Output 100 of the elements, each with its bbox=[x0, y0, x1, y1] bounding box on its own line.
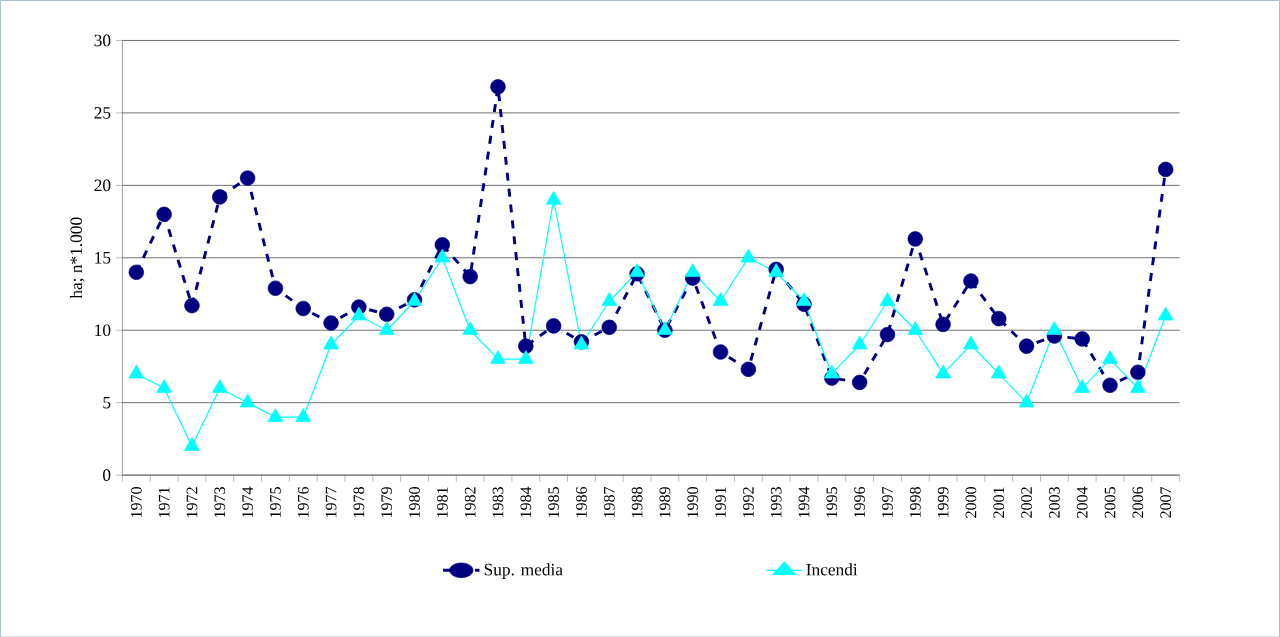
point bbox=[434, 236, 451, 253]
x-tick-label: 1999 bbox=[937, 486, 949, 517]
point bbox=[879, 292, 896, 306]
x-tick-label: 1981 bbox=[436, 487, 448, 517]
point bbox=[1018, 393, 1035, 408]
x-tick-label: 1993 bbox=[770, 486, 782, 517]
x-tick-label: 2001 bbox=[993, 487, 1005, 518]
point bbox=[823, 364, 840, 379]
point bbox=[267, 407, 284, 422]
x-tick-label: 1979 bbox=[381, 486, 393, 517]
point bbox=[907, 320, 924, 335]
point bbox=[128, 264, 144, 280]
x-tick-label: 1988 bbox=[631, 486, 643, 517]
point bbox=[378, 320, 395, 335]
point bbox=[490, 78, 506, 95]
point bbox=[740, 361, 757, 377]
x-tick-label: 1970 bbox=[130, 486, 142, 517]
point bbox=[267, 280, 284, 296]
point bbox=[295, 407, 312, 422]
x-tick-label: 1977 bbox=[325, 486, 337, 517]
x-tick-label: 1971 bbox=[158, 487, 170, 517]
legend-label: Sup. media bbox=[484, 563, 563, 579]
point bbox=[545, 317, 562, 334]
x-tick-label: 1973 bbox=[214, 486, 226, 517]
point bbox=[1130, 378, 1146, 393]
point bbox=[323, 315, 339, 331]
x-tick-label: 1976 bbox=[297, 486, 309, 517]
point bbox=[963, 335, 979, 350]
point bbox=[351, 306, 367, 321]
x-tick-label: 1994 bbox=[798, 486, 810, 517]
point bbox=[1158, 161, 1174, 177]
point bbox=[545, 190, 562, 205]
point bbox=[434, 248, 451, 263]
point bbox=[156, 378, 172, 393]
x-tick-label: 1997 bbox=[882, 486, 893, 517]
point bbox=[935, 364, 951, 379]
x-tick-label: 1984 bbox=[520, 486, 532, 517]
point bbox=[1157, 306, 1174, 321]
x-tick-label: 1987 bbox=[603, 486, 615, 517]
y-tick-label: 10 bbox=[95, 324, 111, 336]
point bbox=[462, 268, 478, 285]
point bbox=[239, 170, 256, 186]
point bbox=[490, 349, 506, 364]
x-tick-label: 2005 bbox=[1104, 486, 1116, 518]
x-tick-label: 2007 bbox=[1160, 486, 1172, 518]
x-tick-label: 1991 bbox=[715, 487, 726, 517]
y-tick-label: 15 bbox=[95, 251, 111, 264]
point bbox=[239, 393, 256, 408]
point bbox=[379, 306, 395, 322]
point bbox=[991, 310, 1007, 327]
point bbox=[740, 248, 757, 263]
point bbox=[1102, 377, 1118, 393]
x-tick-label: 2004 bbox=[1076, 486, 1088, 518]
point bbox=[1130, 364, 1146, 380]
x-tick-label: 1986 bbox=[576, 486, 587, 517]
x-tick-label: 2003 bbox=[1048, 486, 1060, 518]
point bbox=[1018, 338, 1035, 354]
point bbox=[712, 292, 729, 306]
point bbox=[629, 263, 645, 277]
point bbox=[601, 292, 618, 306]
point bbox=[851, 374, 868, 390]
point bbox=[295, 300, 311, 316]
point bbox=[990, 364, 1007, 379]
point bbox=[517, 349, 534, 364]
y-tick-label: 5 bbox=[103, 396, 111, 409]
x-tick-label: 2002 bbox=[1021, 487, 1032, 518]
point bbox=[518, 338, 534, 354]
point bbox=[601, 319, 617, 335]
point bbox=[963, 273, 979, 289]
x-tick-label: 1996 bbox=[854, 486, 866, 517]
x-tick-label: 1989 bbox=[659, 486, 671, 517]
x-tick-label: 2006 bbox=[1132, 486, 1144, 518]
y-tick-label: 25 bbox=[94, 106, 111, 119]
point bbox=[1102, 349, 1118, 364]
point bbox=[1074, 331, 1090, 347]
x-tick-label: 1985 bbox=[548, 486, 560, 517]
point bbox=[851, 335, 868, 350]
point bbox=[1074, 378, 1091, 393]
point bbox=[184, 436, 200, 451]
x-tick-label: 2000 bbox=[965, 486, 977, 518]
point bbox=[684, 263, 701, 277]
point bbox=[907, 231, 923, 247]
legend-label: Incendi bbox=[806, 563, 858, 576]
point bbox=[1046, 320, 1063, 335]
point bbox=[128, 364, 145, 379]
y-tick-label: 30 bbox=[94, 34, 111, 47]
x-tick-label: 1995 bbox=[826, 486, 838, 517]
x-tick-label: 1975 bbox=[270, 486, 281, 517]
point bbox=[156, 206, 172, 222]
point bbox=[462, 320, 479, 335]
point bbox=[935, 316, 951, 332]
y-tick-label: 20 bbox=[94, 179, 111, 191]
x-tick-label: 1974 bbox=[242, 486, 253, 517]
y-axis-title: ha; n*1.000 bbox=[69, 217, 85, 299]
point bbox=[184, 297, 200, 314]
point bbox=[796, 292, 812, 306]
point bbox=[879, 326, 896, 343]
x-tick-label: 1983 bbox=[492, 486, 504, 517]
point bbox=[212, 189, 228, 205]
x-tick-label: 1992 bbox=[742, 487, 754, 517]
